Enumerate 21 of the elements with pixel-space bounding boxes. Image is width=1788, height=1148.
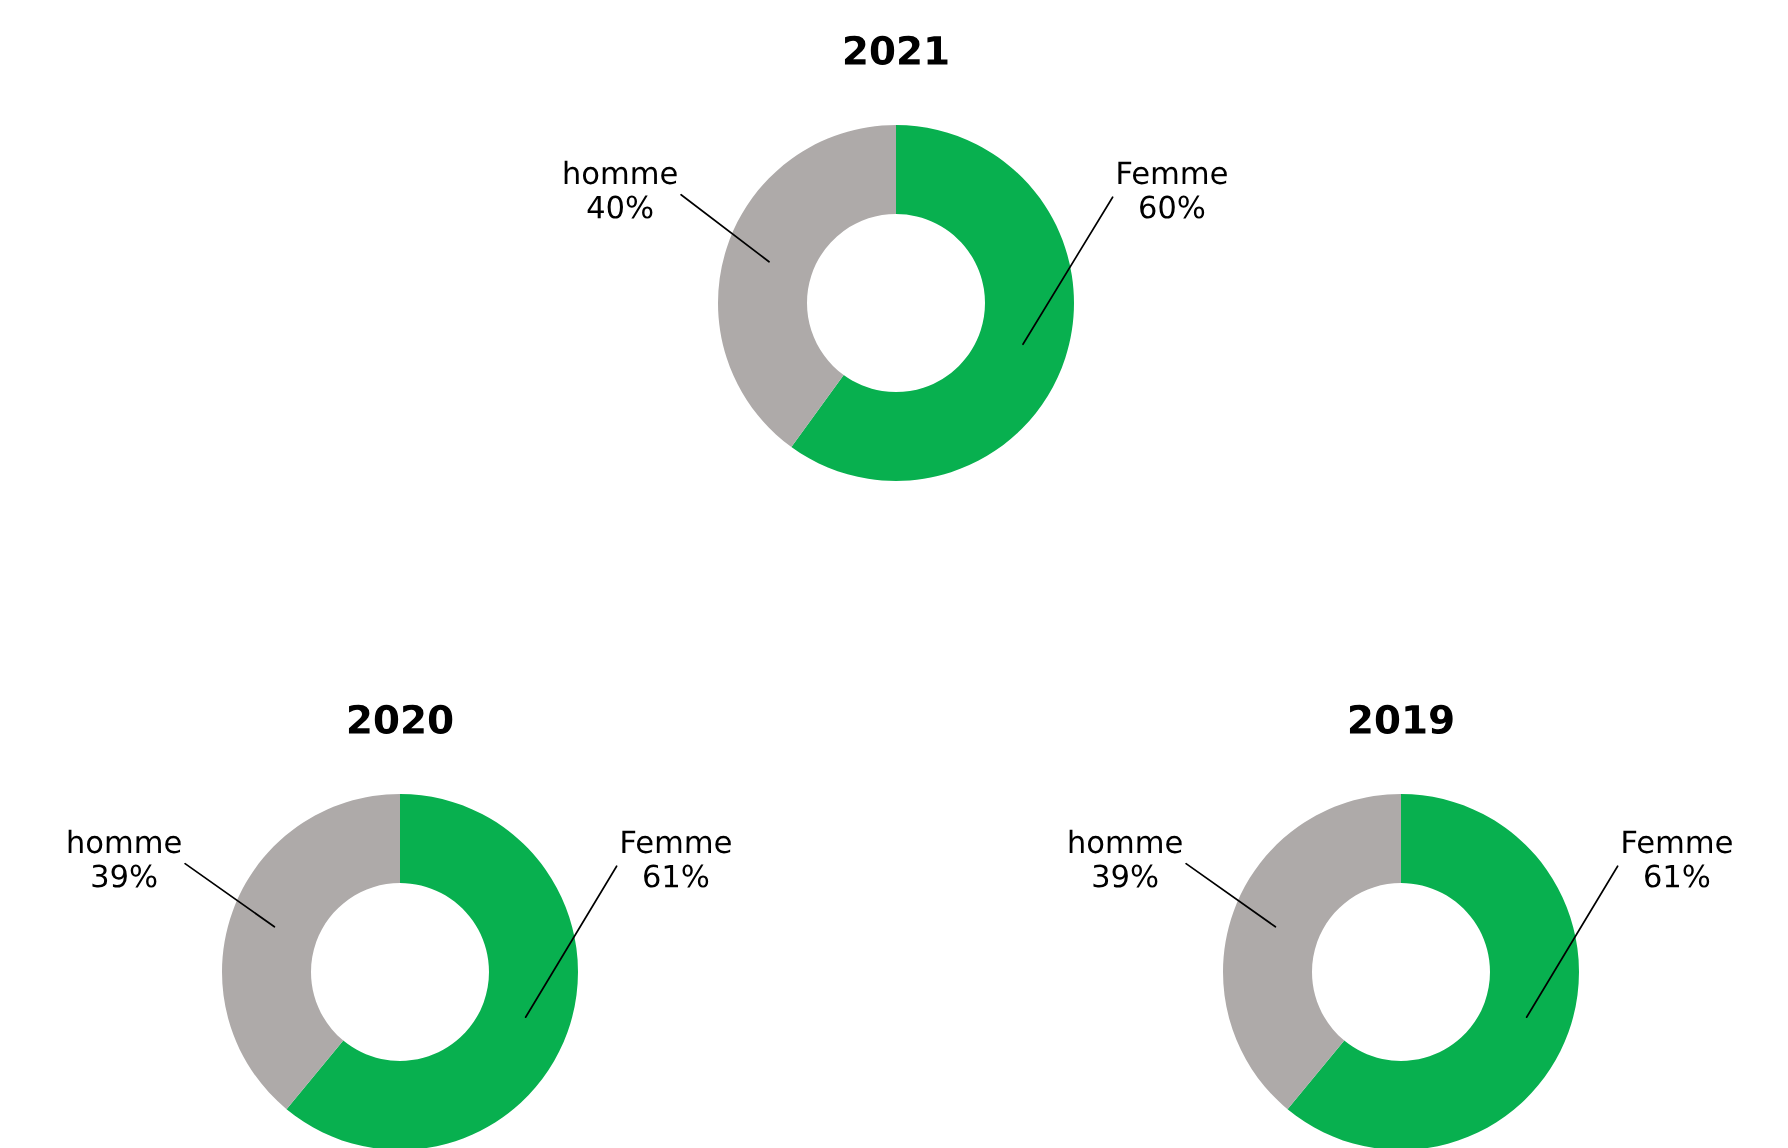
donut-slice xyxy=(718,125,896,448)
donut-slice xyxy=(286,794,578,1148)
donut-slice xyxy=(1287,794,1579,1148)
donut-slice xyxy=(1223,794,1401,1110)
slice-label: Femme xyxy=(622,830,731,854)
chart-title: 2019 xyxy=(1349,704,1453,735)
slice-label: homme xyxy=(1069,829,1182,854)
chart-title: 2020 xyxy=(348,704,453,735)
slice-label: homme xyxy=(68,829,181,854)
data-label: 39% xyxy=(1093,864,1158,888)
slice-label: homme xyxy=(564,160,677,185)
data-label: 40% xyxy=(587,195,653,219)
slice-label: Femme xyxy=(1118,161,1227,185)
data-label: 60% xyxy=(1140,195,1205,219)
data-label: 39% xyxy=(92,864,157,888)
slice-label: Femme xyxy=(1623,830,1732,854)
data-label: 61% xyxy=(644,864,709,888)
donut-slice xyxy=(791,125,1074,481)
chart-title: 2021 xyxy=(844,35,948,66)
data-label: 61% xyxy=(1645,864,1710,888)
donut-slice xyxy=(222,794,400,1110)
